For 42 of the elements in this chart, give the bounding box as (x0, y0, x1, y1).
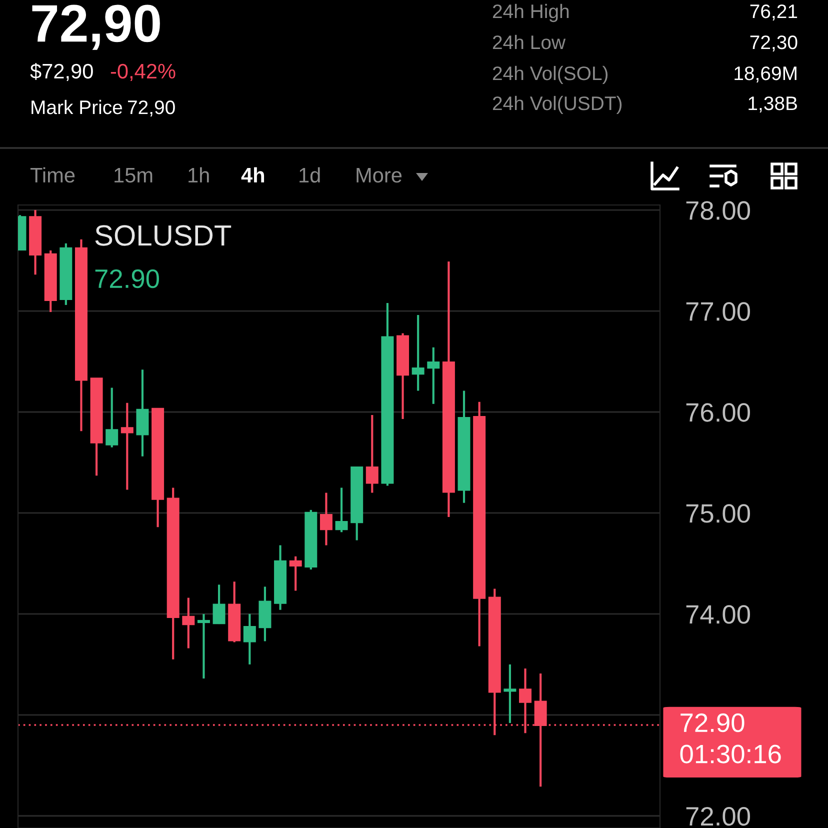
text: 24h Vol(USDT) (492, 96, 622, 114)
candlestick (335, 486, 348, 534)
text: 1d (300, 167, 320, 183)
annotation: 72.90 (95, 269, 160, 288)
y-tick-label: 72.00 (686, 807, 750, 826)
candlestick (504, 663, 516, 724)
text: 1,38B (748, 96, 797, 113)
text: 24h High (492, 4, 569, 22)
text: 72,90 (32, 4, 160, 50)
text: 72,90 (128, 100, 175, 117)
candlestick (243, 612, 256, 666)
y-tick-label: 78.00 (686, 201, 750, 220)
candlestick (427, 346, 440, 405)
text: $72,90 (30, 62, 93, 82)
text: SOLUSDT (95, 225, 232, 246)
candlestick (120, 402, 134, 491)
text: 72,30 (750, 35, 798, 52)
ref-line-label: 72.90 (680, 713, 744, 732)
y-tick-label: 75.00 (686, 504, 750, 523)
text: -0,42% (110, 64, 176, 82)
text: 1h (188, 167, 209, 182)
text: Time (30, 167, 75, 183)
text: 18,69M (734, 66, 796, 83)
text: 24h Vol(SOL) (492, 66, 608, 84)
y-tick-label: 76.00 (686, 403, 750, 422)
candlestick (412, 314, 424, 392)
candlestick (197, 612, 210, 680)
candlestick (366, 414, 378, 494)
text: More (356, 168, 402, 183)
candlestick (182, 596, 195, 650)
y-tick-label: 74.00 (686, 605, 750, 624)
candlestick (289, 555, 302, 592)
text: Mark Price (32, 100, 122, 114)
text: 15m (114, 168, 152, 183)
text: 24h Low (492, 34, 566, 50)
text: 01:30:16 (680, 744, 781, 764)
candlestick (212, 584, 226, 626)
text: 76,21 (750, 4, 798, 21)
candlestick (320, 492, 332, 546)
y-tick-label: 77.00 (686, 302, 750, 321)
text: 4h (241, 167, 264, 182)
candlestick (106, 386, 118, 448)
